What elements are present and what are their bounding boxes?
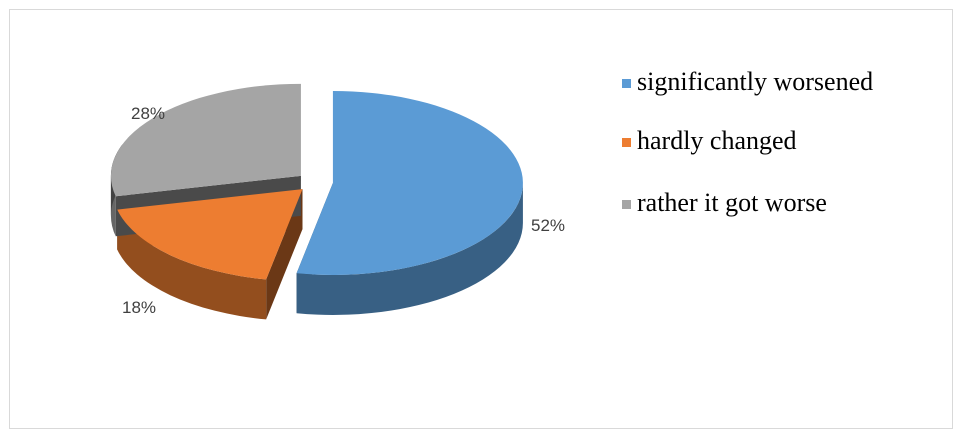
pie-chart [110,83,523,320]
legend-item-significantly-worsened: significantly worsened [622,68,877,96]
label-hardly-changed: 18% [122,298,157,317]
slice-side-significantly-worsened [296,182,523,315]
chart-area: 28% 52% 18% significantly worsened hardl… [9,9,953,429]
label-rather-it-got-worse: 28% [131,104,166,123]
legend-item-hardly-changed: hardly changed [622,127,877,155]
label-significantly-worsened: 52% [531,216,566,235]
slice-significantly-worsened [296,90,523,275]
legend-item-rather-it-got-worse: rather it got worse [622,189,877,217]
slice-rather-it-got-worse [110,83,301,197]
slice-hardly-changed [117,189,303,280]
legend-swatch [622,138,631,147]
legend-swatch [622,79,631,88]
legend-label: rather it got worse [637,188,827,217]
slice-side-hardly-changed [117,209,267,320]
legend-swatch [622,200,631,209]
legend-label: significantly worsened [637,67,874,96]
legend-label: hardly changed [637,126,797,155]
